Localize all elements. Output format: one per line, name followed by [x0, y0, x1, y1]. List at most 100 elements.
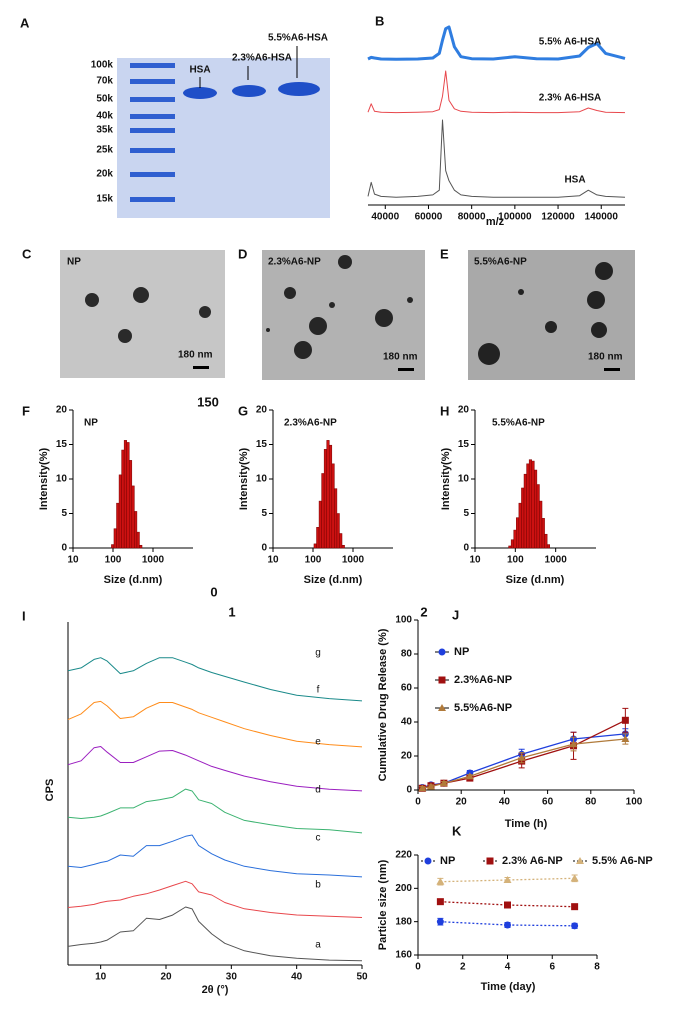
y-tick-label: 15	[458, 439, 470, 450]
y-tick-label: 5	[61, 508, 67, 519]
y-axis-label: Intensity(%)	[38, 447, 50, 510]
marker	[486, 857, 494, 865]
bar	[508, 545, 512, 549]
bar	[339, 533, 343, 549]
tem-label: NP	[67, 257, 81, 268]
bar	[318, 500, 322, 549]
x-tick-label: 100	[305, 555, 322, 566]
bar	[121, 449, 125, 549]
lane-label: 5.5%A6-HSA	[268, 33, 328, 44]
y-tick-label: 60	[401, 683, 413, 694]
x-tick-label: 2	[460, 962, 466, 973]
series-label: c	[316, 833, 321, 844]
bar	[331, 463, 335, 549]
x-tick-label: 10	[469, 555, 481, 566]
spectrum-line	[67, 880, 363, 918]
particles	[85, 287, 211, 343]
panel-label: D	[238, 246, 247, 261]
bar	[329, 444, 333, 549]
marker	[621, 716, 629, 724]
y-tick-label: 20	[256, 405, 268, 416]
bar	[321, 473, 325, 549]
x-axis-label: Size (d.nm)	[304, 574, 363, 586]
marker-label: 40k	[96, 111, 113, 122]
tem-label: 2.3%A6-NP	[268, 257, 321, 268]
marker	[438, 704, 446, 711]
legend-label: 2.3%A6-NP	[454, 674, 512, 686]
x-tick-label: 6	[549, 962, 555, 973]
bar	[316, 527, 320, 549]
spectrum-line	[67, 746, 363, 792]
spectrum-line	[367, 70, 626, 114]
bar	[513, 529, 517, 549]
x-tick-label: 100	[626, 797, 643, 808]
x-tick-label: 10	[67, 555, 79, 566]
note: 0	[210, 584, 217, 599]
x-axis-label: Size (d.nm)	[104, 574, 163, 586]
bar	[544, 533, 548, 549]
y-tick-label: 5	[261, 508, 267, 519]
x-axis-label: 2θ (°)	[202, 984, 229, 996]
bar	[313, 543, 317, 549]
series-label: 5.5% A6-HSA	[539, 37, 601, 48]
series-label: b	[315, 880, 321, 891]
panel-label: C	[22, 246, 32, 261]
bar	[546, 544, 550, 549]
x-tick-label: 0	[415, 962, 421, 973]
bar	[534, 469, 538, 549]
marker	[571, 922, 579, 930]
marker	[504, 901, 511, 909]
marker-label: 25k	[96, 145, 113, 156]
series-label: d	[315, 785, 321, 796]
x-tick-label: 120000	[541, 212, 575, 223]
x-tick-label: 140000	[585, 212, 619, 223]
panel-label: J	[452, 607, 459, 622]
marker	[438, 676, 446, 684]
bar	[126, 442, 130, 549]
scale-label: 180 nm	[588, 352, 623, 363]
y-tick-label: 100	[395, 615, 412, 626]
marker-label: 50k	[96, 94, 113, 105]
marker	[576, 857, 584, 864]
bar	[129, 460, 133, 549]
marker	[570, 874, 579, 882]
marker	[436, 898, 444, 906]
panel-label: K	[452, 823, 462, 838]
x-tick-label: 10	[267, 555, 279, 566]
x-tick-label: 1000	[342, 555, 365, 566]
y-tick-label: 15	[256, 439, 268, 450]
x-tick-label: 60	[542, 797, 554, 808]
x-tick-label: 60000	[415, 212, 443, 223]
series-label: e	[315, 737, 321, 748]
series-label: 2.3% A6-HSA	[539, 93, 601, 104]
spectrum-line	[67, 906, 363, 962]
y-tick-label: 0	[261, 543, 267, 554]
y-tick-label: 10	[458, 474, 470, 485]
panel-label: G	[238, 403, 248, 418]
y-axis-label: Cumulative Drug Release (%)	[377, 628, 389, 781]
x-tick-label: 0	[415, 797, 421, 808]
annotation: 5.5%A6-NP	[492, 418, 545, 429]
x-axis-label: Size (d.nm)	[506, 574, 565, 586]
y-tick-label: 10	[256, 474, 268, 485]
marker	[465, 772, 474, 780]
y-tick-label: 80	[401, 649, 413, 660]
marker	[418, 784, 427, 792]
gel-band	[183, 87, 217, 99]
x-tick-label: 80	[585, 797, 597, 808]
legend-label: 2.3% A6-NP	[502, 855, 563, 867]
panel-label: H	[440, 403, 449, 418]
bar	[134, 511, 138, 549]
x-tick-label: 20	[160, 972, 172, 983]
series-label: f	[317, 685, 320, 696]
marker-label: 15k	[96, 194, 113, 205]
ladder	[130, 63, 175, 202]
x-tick-label: 100000	[498, 212, 532, 223]
y-tick-label: 0	[61, 543, 67, 554]
x-axis-label: m/z	[486, 216, 505, 228]
bar	[116, 502, 120, 549]
y-tick-label: 220	[395, 850, 412, 861]
tem-label: 5.5%A6-NP	[474, 257, 527, 268]
marker	[571, 903, 579, 911]
